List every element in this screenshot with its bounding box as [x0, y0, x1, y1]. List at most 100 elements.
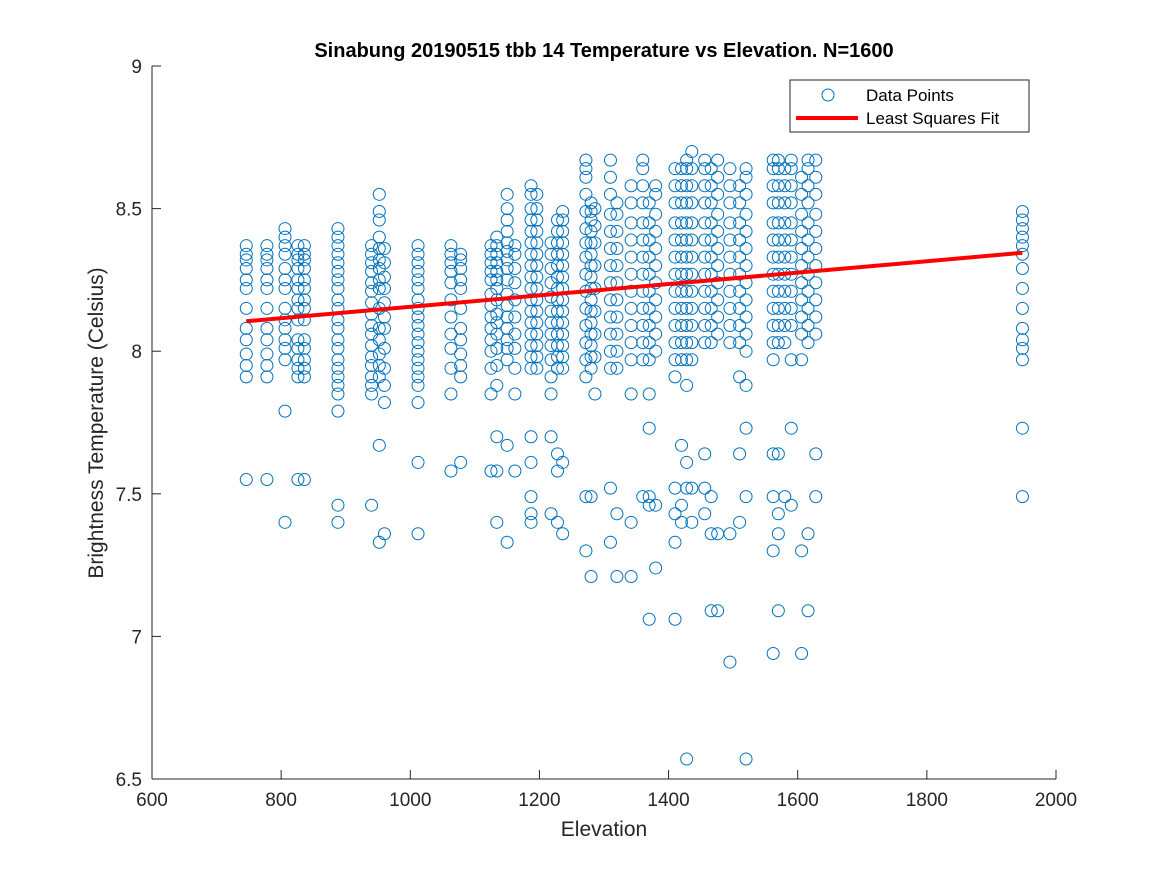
data-point [556, 236, 570, 250]
data-point [524, 236, 538, 250]
data-point [372, 333, 386, 347]
data-point [551, 213, 565, 227]
data-point [297, 273, 311, 287]
data-point [454, 247, 468, 261]
data-point [508, 341, 522, 355]
data-points-layer [239, 145, 1029, 766]
data-point [809, 327, 823, 341]
data-point [365, 387, 379, 401]
x-tick-label: 600 [136, 790, 168, 811]
legend-box [789, 79, 1030, 133]
data-point [733, 336, 747, 350]
data-point [698, 162, 712, 176]
data-point [544, 507, 558, 521]
data-point [674, 438, 688, 452]
legend: Data Points Least Squares Fit [789, 79, 1030, 133]
data-point [297, 253, 311, 267]
data-point [642, 498, 656, 512]
data-point [649, 207, 663, 221]
data-point [603, 187, 617, 201]
data-point [795, 647, 809, 661]
least-squares-fit-line [246, 250, 1023, 324]
data-point [551, 259, 565, 273]
data-point [584, 304, 598, 318]
data-point [579, 236, 593, 250]
data-point [588, 327, 602, 341]
data-point [530, 259, 544, 273]
data-point [579, 153, 593, 167]
data-point [624, 216, 638, 230]
data-point [809, 276, 823, 290]
chart-title: Sinabung 20190515 tbb 14 Temperature vs … [314, 40, 893, 62]
data-point [771, 447, 785, 461]
data-point [610, 327, 624, 341]
data-point [739, 187, 753, 201]
data-point [610, 310, 624, 324]
data-point [723, 336, 737, 350]
data-point [588, 304, 602, 318]
data-point [508, 327, 522, 341]
data-point [766, 153, 780, 167]
data-point [739, 293, 753, 307]
data-point [377, 378, 391, 392]
data-point [377, 242, 391, 256]
data-point [278, 404, 292, 418]
data-point [704, 196, 718, 210]
data-point [584, 270, 598, 284]
data-point [584, 204, 598, 218]
data-point [778, 196, 792, 210]
data-point [739, 170, 753, 184]
data-point [508, 387, 522, 401]
x-axis-ticks: 600 800 1000 1200 1400 1600 1800 2000 [136, 770, 1077, 811]
data-point [610, 207, 624, 221]
data-point [530, 361, 544, 375]
data-point [1015, 421, 1029, 435]
data-point [331, 404, 345, 418]
data-point [260, 247, 274, 261]
data-point [610, 293, 624, 307]
data-point [624, 387, 638, 401]
data-point [674, 301, 688, 315]
data-point [685, 301, 699, 315]
data-point [365, 350, 379, 364]
data-point [795, 187, 809, 201]
data-point [784, 179, 798, 193]
data-point [544, 370, 558, 384]
data-point [297, 247, 311, 261]
data-point [444, 276, 458, 290]
data-point [508, 310, 522, 324]
data-point [711, 327, 725, 341]
y-tick-label: 8 [131, 342, 142, 363]
data-point [809, 224, 823, 238]
data-point [365, 358, 379, 372]
data-point [610, 196, 624, 210]
data-point [642, 353, 656, 367]
data-point [411, 264, 425, 278]
data-point [636, 267, 650, 281]
data-point [801, 196, 815, 210]
data-point [733, 284, 747, 298]
data-point [556, 338, 570, 352]
data-point [801, 319, 815, 333]
data-point [795, 259, 809, 273]
data-point [801, 336, 815, 350]
data-point [411, 247, 425, 261]
data-point [624, 179, 638, 193]
data-point [784, 319, 798, 333]
data-point [239, 473, 253, 487]
data-point [291, 353, 305, 367]
data-point [778, 216, 792, 230]
data-point [1015, 213, 1029, 227]
data-point [642, 387, 656, 401]
data-point [331, 313, 345, 327]
data-point [680, 752, 694, 766]
data-point [649, 344, 663, 358]
data-point [680, 267, 694, 281]
data-point [739, 752, 753, 766]
data-point [801, 233, 815, 247]
data-point [771, 301, 785, 315]
data-point [603, 293, 617, 307]
data-point [784, 421, 798, 435]
data-point [411, 370, 425, 384]
data-point [636, 162, 650, 176]
